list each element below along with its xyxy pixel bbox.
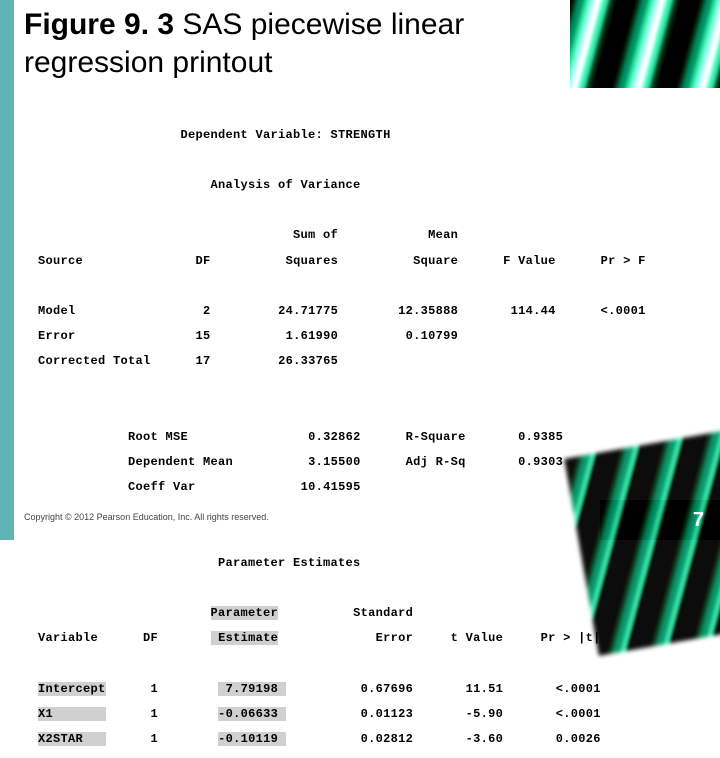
- param-row-x2star: X2STAR 1 -0.10119 0.02812 -3.60 0.0026: [38, 733, 688, 746]
- figure-title: Figure 9. 3 SAS piecewise linear regress…: [24, 6, 564, 81]
- fit-row-1: Root MSE 0.32862 R-Square 0.9385: [38, 431, 688, 444]
- decorative-corner-image: [570, 0, 720, 88]
- blank-line: [38, 380, 688, 393]
- figure-number: Figure 9. 3: [24, 8, 174, 41]
- anova-header-2: Source DF Squares Square F Value Pr > F: [38, 255, 688, 268]
- blank-line: [38, 204, 688, 217]
- param-row-intercept: Intercept 1 7.79198 0.67696 11.51 <.0001: [38, 683, 688, 696]
- blank-line: [38, 154, 688, 167]
- param-header-2: Variable DF Estimate Error t Value Pr > …: [38, 632, 688, 645]
- page-number: 7: [693, 509, 704, 532]
- anova-header-1: Sum of Mean: [38, 229, 688, 242]
- sas-printout: Dependent Variable: STRENGTH Analysis of…: [38, 116, 688, 758]
- anova-row-error: Error 15 1.61990 0.10799: [38, 330, 688, 343]
- anova-row-model: Model 2 24.71775 12.35888 114.44 <.0001: [38, 305, 688, 318]
- copyright-footer: Copyright © 2012 Pearson Education, Inc.…: [24, 512, 269, 522]
- blank-line: [38, 280, 688, 293]
- dependent-variable-line: Dependent Variable: STRENGTH: [38, 129, 688, 142]
- anova-title: Analysis of Variance: [38, 179, 688, 192]
- param-row-x1: X1 1 -0.06633 0.01123 -5.90 <.0001: [38, 708, 688, 721]
- left-accent-bar: [0, 0, 14, 540]
- anova-row-total: Corrected Total 17 26.33765: [38, 355, 688, 368]
- blank-line: [38, 658, 688, 671]
- blank-line: [38, 406, 688, 419]
